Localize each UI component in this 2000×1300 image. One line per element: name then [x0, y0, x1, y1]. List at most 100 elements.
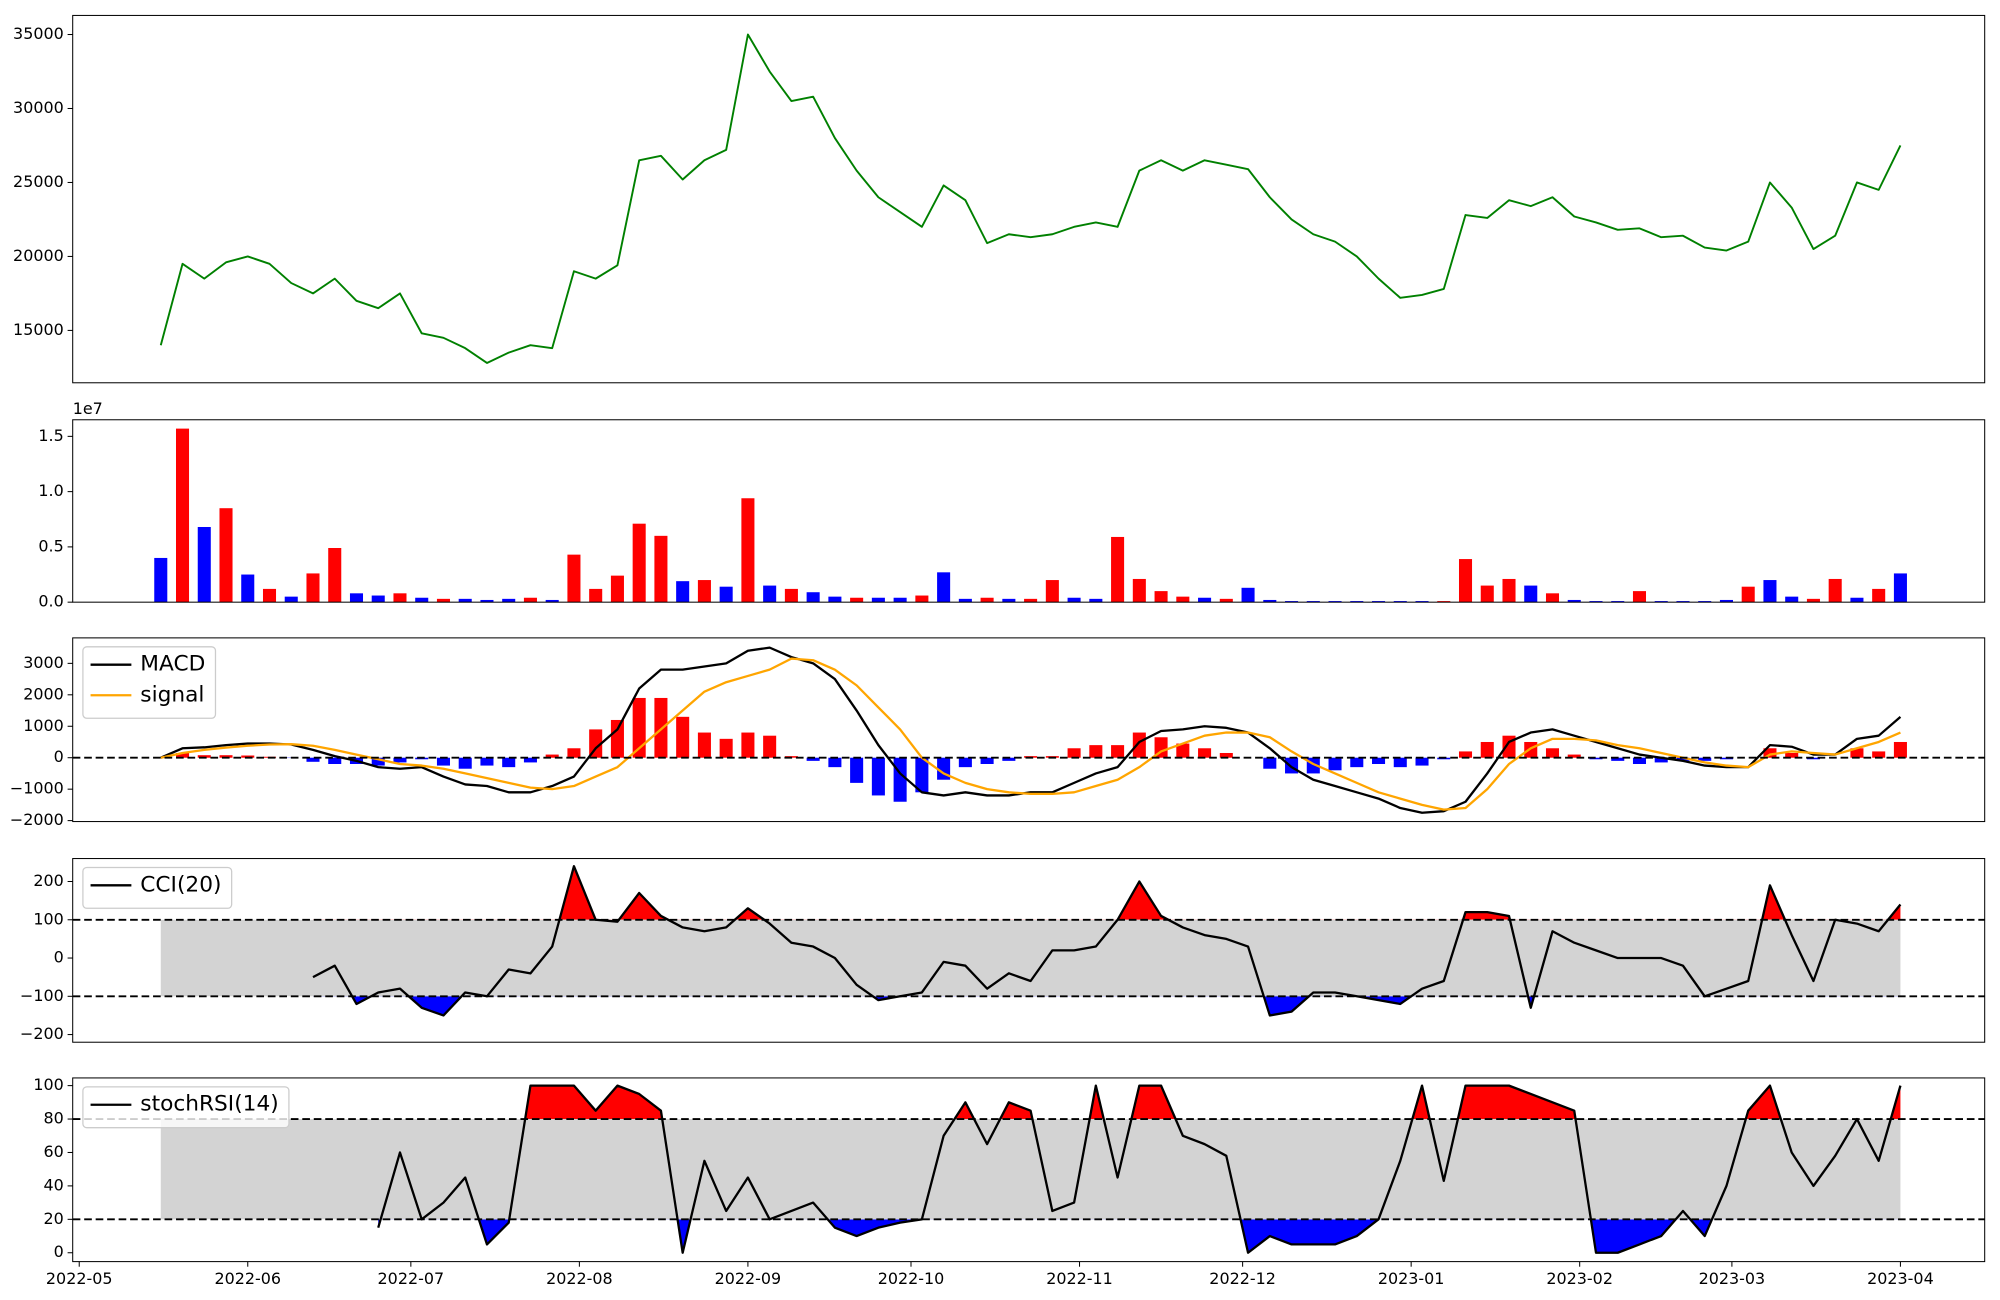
y-tick-label: 0	[54, 1242, 64, 1261]
x-tick-label: 2023-03	[1699, 1269, 1766, 1288]
bar	[1067, 597, 1081, 603]
bar	[197, 755, 211, 758]
bar	[719, 738, 733, 758]
x-tick-label: 2022-07	[378, 1269, 445, 1288]
bar	[1850, 748, 1864, 758]
bar	[1567, 754, 1581, 758]
bar	[154, 557, 168, 603]
bar	[241, 755, 255, 758]
bar	[676, 581, 690, 603]
y-tick-label: 0.5	[38, 536, 63, 555]
bar	[697, 732, 711, 758]
neutral-band	[160, 1119, 1901, 1220]
bar	[1415, 601, 1429, 603]
bar	[502, 598, 516, 603]
bar	[1067, 748, 1081, 758]
bar	[980, 757, 994, 765]
bar	[1437, 601, 1451, 603]
bar	[1698, 757, 1712, 761]
y-tick-label: −200	[20, 1024, 64, 1043]
bar	[371, 757, 385, 766]
bar	[241, 574, 255, 603]
y-tick-label: 35000	[13, 24, 64, 43]
bar	[1676, 601, 1690, 603]
bar	[1372, 757, 1386, 765]
bar	[610, 719, 624, 758]
y-tick-label: 0	[54, 747, 64, 766]
bar	[654, 697, 668, 758]
x-tick-label: 2023-01	[1378, 1269, 1445, 1288]
overbought-fill	[525, 1085, 1901, 1120]
y-tick-label: 60	[43, 1142, 63, 1161]
bar	[1263, 757, 1277, 769]
bar	[1306, 601, 1320, 603]
bar	[1393, 601, 1407, 603]
bar	[1154, 591, 1168, 603]
bar	[1393, 757, 1407, 768]
bar	[958, 757, 972, 768]
bar	[371, 595, 385, 603]
plot-content	[72, 646, 1985, 814]
bar	[1350, 757, 1364, 768]
bar	[1458, 751, 1473, 758]
bar	[1654, 601, 1668, 603]
bar	[1372, 601, 1386, 603]
y-tick-label: −2000	[10, 810, 64, 829]
y-tick-label: 100	[33, 909, 63, 928]
bar	[1698, 601, 1712, 603]
bar	[893, 757, 907, 802]
panel: 15000 20000 25000 30000 35000	[13, 14, 1986, 384]
bar	[1132, 732, 1146, 758]
bar	[1198, 748, 1212, 758]
bar	[632, 697, 646, 758]
y-tick-label: 20	[43, 1209, 63, 1228]
bar	[741, 732, 755, 758]
y-tick-label: 200	[33, 871, 63, 890]
bar	[480, 757, 494, 766]
plot-area	[72, 637, 1985, 822]
bar	[719, 586, 733, 603]
bar	[502, 757, 516, 768]
bar	[436, 598, 450, 603]
y-tick-label: −1000	[10, 779, 64, 798]
bar	[1806, 598, 1820, 603]
bar	[871, 757, 885, 796]
bar	[523, 597, 537, 603]
bar	[436, 757, 450, 766]
bar	[850, 597, 864, 603]
bar	[175, 752, 190, 758]
bar	[1850, 597, 1864, 603]
bar	[763, 585, 777, 603]
bar	[415, 597, 429, 603]
bar	[1024, 598, 1038, 603]
x-tick-label: 2022-10	[878, 1269, 945, 1288]
bar	[1632, 591, 1647, 603]
bar	[1458, 559, 1473, 603]
plot-content	[72, 1084, 1985, 1254]
legend-label: MACD	[140, 652, 205, 677]
x-tick-label: 2023-02	[1546, 1269, 1613, 1288]
plot-area	[72, 15, 1985, 383]
bar	[589, 588, 603, 603]
bar	[1545, 748, 1560, 758]
bar	[1763, 748, 1777, 758]
bar	[175, 428, 190, 603]
bar	[262, 588, 277, 603]
bar	[1241, 587, 1255, 603]
bar	[458, 598, 472, 603]
y-tick-label: 1.5	[38, 426, 63, 445]
oversold-fill	[378, 1219, 1901, 1253]
bar	[349, 593, 364, 603]
bar	[1872, 751, 1886, 758]
bar	[850, 757, 864, 783]
bar	[1045, 580, 1059, 603]
bar	[1589, 757, 1603, 760]
bar	[1567, 599, 1581, 603]
bar	[654, 535, 668, 603]
bar	[567, 554, 581, 603]
line	[377, 1084, 1902, 1254]
legend-label: CCI(20)	[140, 872, 221, 897]
bar	[632, 523, 646, 603]
legend-box	[82, 866, 233, 909]
